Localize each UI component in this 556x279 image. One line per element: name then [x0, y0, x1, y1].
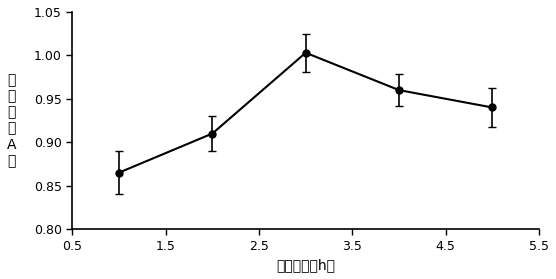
X-axis label: 反应时间（h）: 反应时间（h）	[276, 258, 335, 272]
Y-axis label: 取
代
度
（
A
）: 取 代 度 （ A ）	[7, 73, 17, 168]
